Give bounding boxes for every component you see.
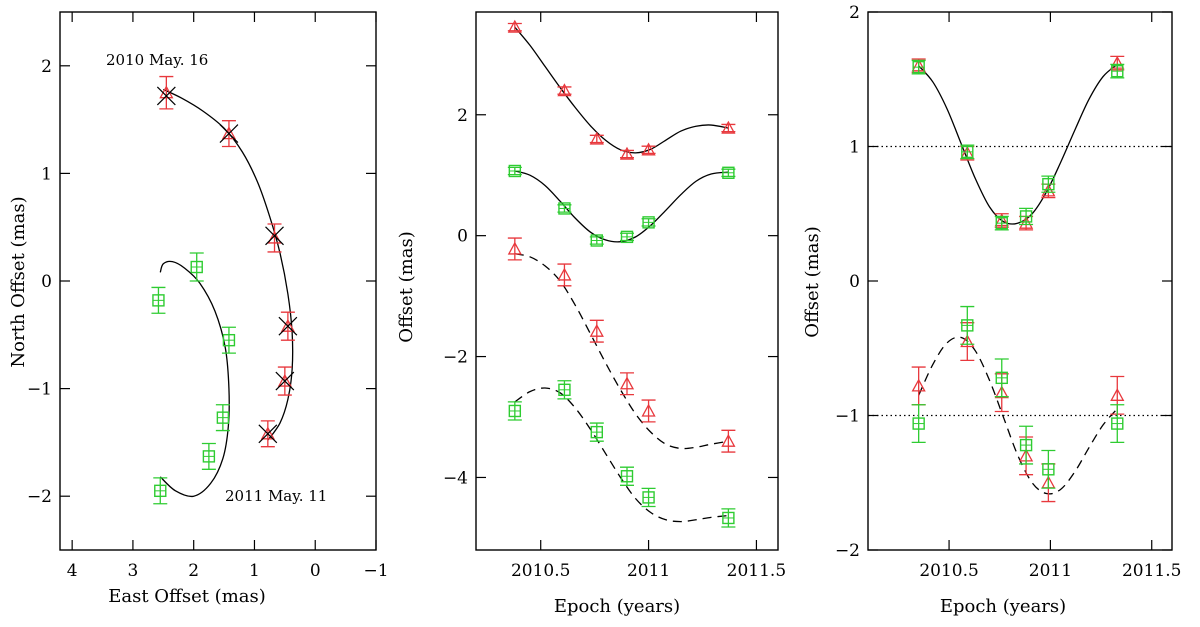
data-point-triangle bbox=[507, 241, 522, 255]
data-point-triangle bbox=[994, 385, 1009, 399]
error-bar bbox=[911, 366, 926, 406]
data-point-triangle bbox=[960, 334, 975, 348]
y-axis-label-panel-3: Offset (mas) bbox=[802, 226, 823, 337]
y-tick-label: −1 bbox=[835, 407, 860, 427]
x-axis-label-panel-2: Epoch (years) bbox=[554, 596, 680, 617]
x-tick-label: 2011.5 bbox=[1122, 561, 1181, 581]
y-tick-label: 1 bbox=[849, 138, 860, 158]
data-point-triangle bbox=[280, 318, 295, 332]
data-point-triangle bbox=[1018, 215, 1034, 229]
error-bar bbox=[159, 75, 174, 110]
data-point-triangle bbox=[221, 126, 237, 140]
data-point-triangle bbox=[277, 373, 292, 387]
data-point-triangle bbox=[589, 131, 604, 145]
data-point-triangle bbox=[589, 323, 604, 337]
error-bar bbox=[507, 237, 522, 261]
x-tick-label: 2010.5 bbox=[919, 561, 978, 581]
data-point-triangle bbox=[721, 120, 736, 134]
model-curve bbox=[159, 260, 230, 498]
data-point-triangle bbox=[641, 403, 656, 417]
data-point-triangle bbox=[557, 83, 572, 97]
panel-residual-offset-vs-epoch: 2010.5 2011 2011.5 −2 −1 0 1 2 bbox=[835, 3, 1182, 581]
x-tick-label: 3 bbox=[128, 561, 139, 581]
model-curve bbox=[514, 387, 729, 523]
annotation-end-epoch: 2011 May. 11 bbox=[225, 487, 327, 505]
x-tick-label: 2010.5 bbox=[511, 561, 570, 581]
data-point-triangle bbox=[260, 426, 275, 440]
y-tick-label: 2 bbox=[849, 3, 860, 23]
y-tick-label: −2 bbox=[443, 348, 468, 368]
x-tick-label: −1 bbox=[363, 561, 388, 581]
x-tick-label: 1 bbox=[249, 561, 260, 581]
error-bar bbox=[589, 319, 604, 343]
model-position-mark bbox=[219, 124, 239, 144]
x-tick-label: 2011 bbox=[1029, 561, 1072, 581]
y-axis-label-panel-1: North Offset (mas) bbox=[8, 196, 29, 367]
x-tick-label: 4 bbox=[67, 561, 78, 581]
plot-frame bbox=[59, 11, 377, 551]
plot-frame bbox=[475, 11, 779, 551]
panel-sky-plane: 4 3 2 1 0 −1 −2 −1 0 1 2 bbox=[27, 11, 389, 581]
model-curve bbox=[918, 336, 1118, 495]
y-tick-label: −1 bbox=[27, 380, 52, 400]
model-curve bbox=[918, 63, 1118, 225]
plot-frame bbox=[867, 11, 1173, 551]
data-point-triangle bbox=[1110, 387, 1125, 401]
y-tick-label: 1 bbox=[41, 164, 52, 184]
model-curve bbox=[514, 26, 729, 154]
y-axis-label-panel-2: Offset (mas) bbox=[396, 231, 417, 342]
y-tick-label: −2 bbox=[835, 541, 860, 561]
data-point-triangle bbox=[507, 19, 522, 33]
model-position-mark bbox=[156, 86, 176, 106]
data-point-triangle bbox=[721, 433, 736, 447]
x-tick-label: 2011 bbox=[627, 561, 670, 581]
x-tick-label: 2011.5 bbox=[727, 561, 786, 581]
error-bar bbox=[721, 429, 736, 453]
annotation-start-epoch: 2010 May. 16 bbox=[106, 51, 208, 69]
data-point-triangle bbox=[619, 146, 635, 160]
panel-offset-vs-epoch: 2010.5 2011 2011.5 −4 −2 0 2 bbox=[443, 11, 786, 581]
error-bar bbox=[267, 223, 282, 253]
y-tick-label: −2 bbox=[27, 487, 52, 507]
data-point-triangle bbox=[911, 378, 926, 392]
x-axis-label-panel-3: Epoch (years) bbox=[940, 596, 1066, 617]
data-point-triangle bbox=[1041, 183, 1056, 197]
y-tick-label: 0 bbox=[41, 272, 52, 292]
model-position-mark bbox=[258, 424, 278, 444]
error-bar bbox=[557, 263, 572, 287]
model-position-mark bbox=[278, 316, 298, 336]
y-tick-label: 2 bbox=[41, 57, 52, 77]
error-bar bbox=[641, 399, 656, 423]
model-curve bbox=[514, 253, 729, 450]
model-curve bbox=[514, 170, 729, 243]
y-tick-label: −4 bbox=[443, 468, 468, 488]
x-tick-label: 2 bbox=[188, 561, 199, 581]
x-axis-label-panel-1: East Offset (mas) bbox=[108, 586, 266, 607]
data-point-triangle bbox=[641, 142, 656, 156]
data-point-triangle bbox=[557, 267, 572, 281]
x-tick-label: 0 bbox=[310, 561, 321, 581]
y-tick-label: 0 bbox=[849, 272, 860, 292]
y-tick-label: 0 bbox=[457, 227, 468, 247]
data-point-triangle bbox=[267, 230, 282, 244]
model-position-mark bbox=[265, 226, 284, 246]
model-position-mark bbox=[275, 371, 295, 391]
data-point-triangle bbox=[619, 376, 635, 390]
y-tick-label: 2 bbox=[457, 106, 468, 126]
model-curve bbox=[163, 88, 294, 441]
